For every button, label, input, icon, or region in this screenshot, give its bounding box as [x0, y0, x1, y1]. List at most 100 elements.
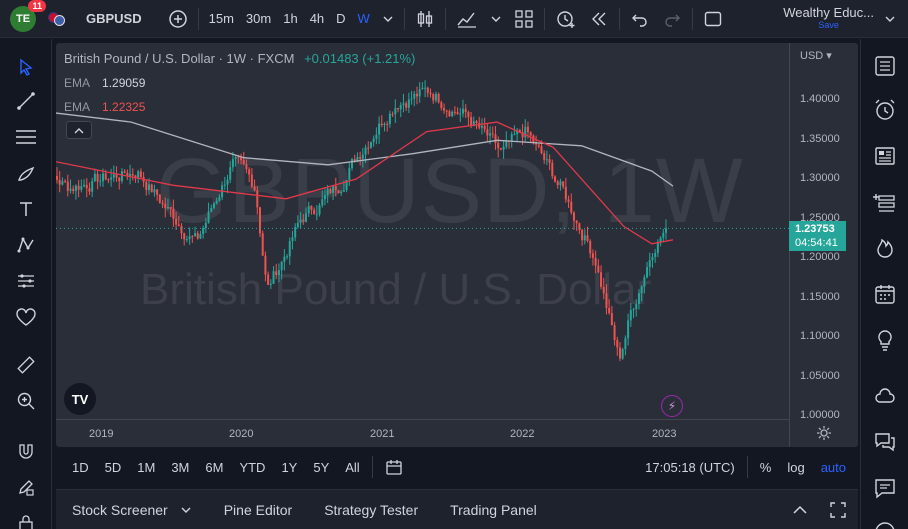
prediction-tool[interactable] — [12, 267, 40, 295]
candle — [537, 144, 540, 149]
auto-scale-toggle[interactable]: auto — [820, 459, 846, 475]
range-divider — [746, 456, 748, 478]
indicators-button[interactable] — [450, 0, 484, 38]
collapse-legend-button[interactable] — [66, 121, 92, 139]
candle — [632, 307, 635, 319]
bolt-icon[interactable]: ⚡ — [661, 395, 683, 417]
interval-1h[interactable]: 1h — [283, 11, 298, 26]
symbol-search-button[interactable]: GBPUSD — [86, 11, 142, 26]
lock-tool[interactable] — [12, 509, 40, 529]
time-axis[interactable]: 2019 2020 2021 2022 2023 — [56, 419, 789, 447]
percent-scale-toggle[interactable]: % — [759, 459, 772, 475]
help-button[interactable] — [870, 513, 900, 529]
redo-button[interactable] — [656, 0, 688, 38]
brush-tool[interactable] — [12, 159, 40, 187]
pattern-tool[interactable] — [12, 231, 40, 259]
range-1y-button[interactable]: 1Y — [281, 459, 298, 475]
notifications-button[interactable] — [870, 473, 900, 503]
candle — [451, 110, 454, 118]
chart-type-button[interactable] — [409, 0, 441, 38]
candle — [61, 177, 64, 186]
interval-15m[interactable]: 15m — [208, 11, 234, 26]
favorites-tool[interactable] — [12, 303, 40, 331]
chart-legend[interactable]: British Pound / U.S. Dollar · 1W · FXCM … — [64, 51, 415, 66]
range-1d-button[interactable]: 1D — [72, 459, 89, 475]
candle — [402, 93, 405, 113]
alert-button[interactable] — [549, 0, 583, 38]
lock-drawings-tool[interactable] — [12, 473, 40, 501]
indicators-dropdown-button[interactable] — [484, 0, 508, 38]
zoom-tool[interactable] — [12, 387, 40, 415]
candle — [505, 131, 508, 150]
range-6m-button[interactable]: 6M — [205, 459, 224, 475]
news-button[interactable] — [870, 141, 900, 171]
interval-4h[interactable]: 4h — [309, 11, 325, 26]
chart-settings-button[interactable] — [816, 425, 832, 441]
price-unit-selector[interactable]: USD ▾ — [800, 50, 832, 62]
range-ytd-button[interactable]: YTD — [239, 459, 266, 475]
fullscreen-layout-button[interactable] — [697, 0, 729, 38]
candle — [602, 278, 605, 300]
candle — [80, 179, 83, 193]
interval-dropdown-button[interactable] — [376, 0, 400, 38]
tab-trading-panel[interactable]: Trading Panel — [450, 501, 537, 518]
candle — [594, 250, 597, 274]
bottom-panel-tabs: Stock Screener Pine Editor Strategy Test… — [56, 489, 858, 529]
compare-symbol-button[interactable] — [162, 0, 194, 38]
chats-button[interactable] — [870, 427, 900, 457]
candle — [464, 104, 467, 119]
range-all-button[interactable]: All — [345, 459, 360, 475]
interval-w[interactable]: W — [357, 11, 370, 26]
range-1m-button[interactable]: 1M — [137, 459, 156, 475]
trend-line-tool[interactable] — [12, 87, 40, 115]
templates-button[interactable] — [508, 0, 540, 38]
candle — [110, 168, 113, 187]
candle — [502, 140, 505, 159]
candle — [188, 227, 191, 245]
candle — [624, 335, 627, 356]
text-tool[interactable] — [12, 195, 40, 223]
interval-30m[interactable]: 30m — [245, 11, 272, 26]
alerts-button[interactable] — [870, 95, 900, 125]
tab-strategy-tester[interactable]: Strategy Tester — [324, 501, 419, 518]
candle — [510, 131, 513, 148]
cursor-tool[interactable] — [12, 53, 40, 81]
alarm-plus-icon — [557, 10, 575, 28]
range-5y-button[interactable]: 5Y — [313, 459, 330, 475]
chart-pane[interactable]: GBPUSD, 1W British Pound / U.S. Dollar B… — [56, 43, 858, 447]
watchlist-button[interactable] — [870, 51, 900, 81]
ema-legend-fast[interactable]: EMA 1.22325 — [64, 100, 145, 114]
timezone-clock[interactable]: 17:05:18 (UTC) — [645, 459, 735, 475]
candle — [215, 197, 218, 205]
streams-button[interactable] — [870, 381, 900, 411]
price-plot[interactable] — [56, 43, 789, 419]
calendar-button[interactable] — [870, 279, 900, 309]
ideas-button[interactable] — [870, 325, 900, 355]
layout-dropdown-button[interactable] — [878, 0, 902, 38]
tab-stock-screener[interactable]: Stock Screener — [56, 490, 208, 529]
collapse-panel-button[interactable] — [782, 490, 818, 529]
ema-legend-slow[interactable]: EMA 1.29059 — [64, 76, 145, 90]
fib-tool[interactable] — [12, 123, 40, 151]
data-window-button[interactable] — [870, 187, 900, 217]
replay-button[interactable] — [583, 0, 615, 38]
tradingview-logo[interactable]: TV — [64, 383, 96, 415]
range-3m-button[interactable]: 3M — [171, 459, 190, 475]
go-to-date-button[interactable] — [377, 450, 411, 484]
layout-name[interactable]: Wealthy Educ... Save — [783, 5, 874, 30]
save-label[interactable]: Save — [818, 20, 839, 30]
hotlists-button[interactable] — [870, 233, 900, 263]
magnet-tool[interactable] — [12, 437, 40, 465]
maximize-panel-button[interactable] — [818, 490, 858, 529]
candle — [348, 162, 351, 186]
chat-bubbles-icon — [875, 433, 895, 452]
range-5d-button[interactable]: 5D — [104, 459, 122, 475]
undo-button[interactable] — [624, 0, 656, 38]
tab-pine-editor[interactable]: Pine Editor — [223, 501, 293, 518]
ruler-tool[interactable] — [12, 351, 40, 379]
candle — [248, 167, 251, 183]
user-avatar[interactable]: TE 11 — [10, 0, 46, 32]
candle — [491, 126, 494, 139]
log-scale-toggle[interactable]: log — [787, 459, 805, 475]
interval-d[interactable]: D — [336, 11, 346, 26]
